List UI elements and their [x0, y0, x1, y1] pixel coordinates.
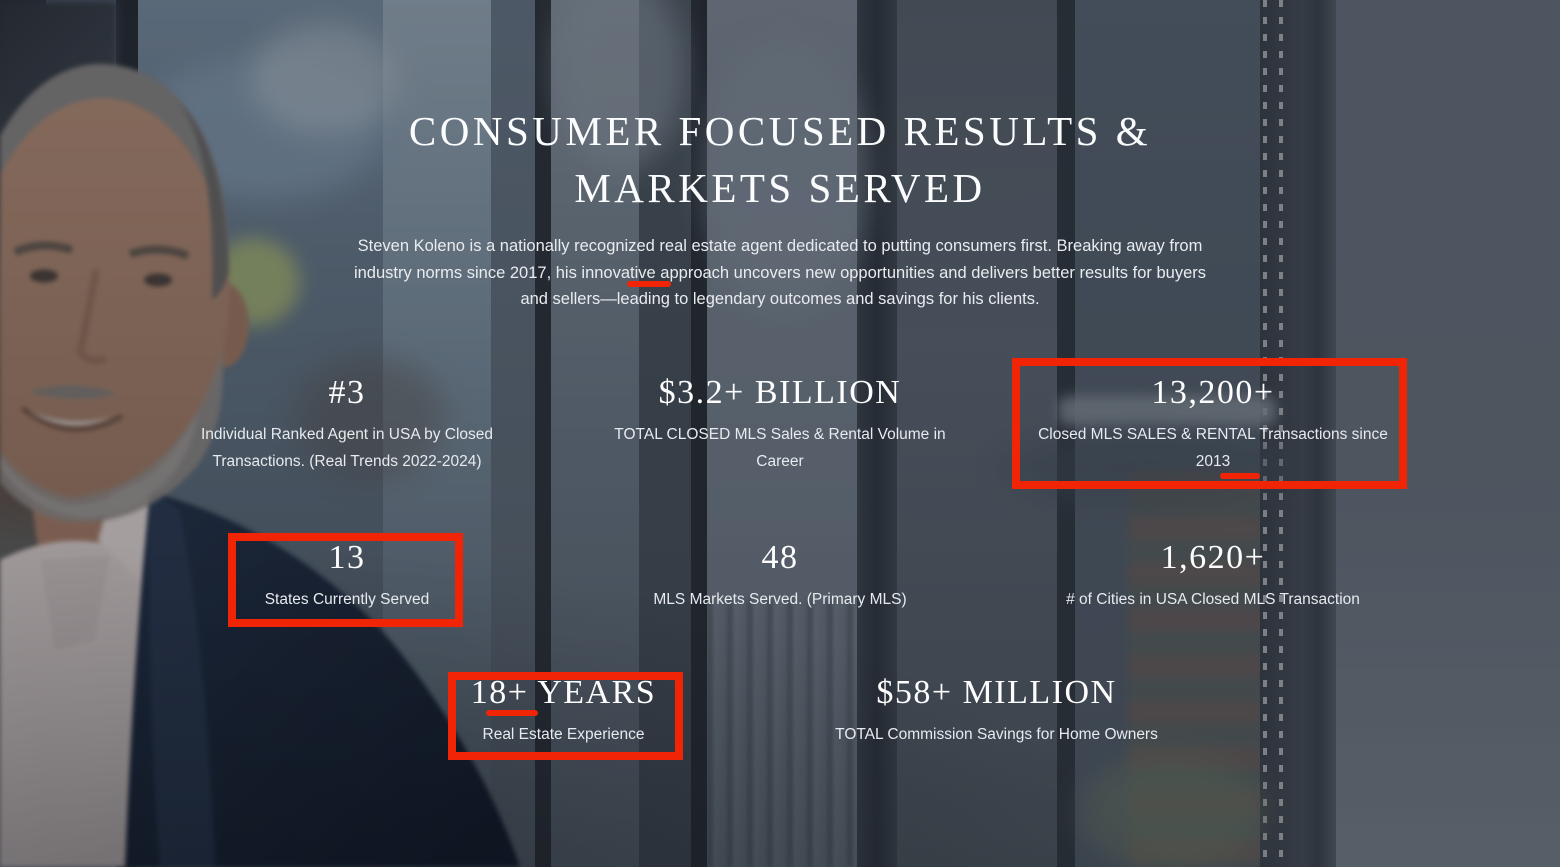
stat-label: Individual Ranked Agent in USA by Closed…	[200, 426, 494, 470]
stat-value: 18+ YEARS	[470, 674, 657, 711]
stat-label: States Currently Served	[264, 591, 430, 608]
stat-value: 13	[328, 539, 366, 576]
stat-value: 48	[761, 539, 799, 576]
stat-value: $58+ MILLION	[876, 674, 1117, 711]
page-title-line1: CONSUMER FOCUSED RESULTS &	[408, 108, 1152, 154]
annotation-underline-2017	[627, 281, 671, 287]
stat-value: #3	[328, 374, 366, 411]
stat-item-volume: $3.2+ BILLION TOTAL CLOSED MLS Sales & R…	[564, 370, 997, 500]
stat-label: TOTAL Commission Savings for Home Owners	[835, 726, 1158, 743]
stat-label: # of Cities in USA Closed MLS Transactio…	[1066, 591, 1360, 608]
stats-grid: #3 Individual Ranked Agent in USA by Clo…	[130, 370, 1430, 790]
annotation-box-transactions	[1012, 358, 1407, 489]
stat-value: 1,620+	[1160, 539, 1266, 576]
stat-value: 13,200+	[1151, 374, 1275, 411]
annotation-underline-2013	[1220, 473, 1260, 479]
intro-paragraph: Steven Koleno is a nationally recognized…	[353, 237, 1207, 308]
stat-item-rank: #3 Individual Ranked Agent in USA by Clo…	[131, 370, 564, 500]
agent-portrait	[0, 63, 520, 867]
stat-item-mls-markets: 48 MLS Markets Served. (Primary MLS)	[564, 535, 997, 635]
stat-item-experience: 18+ YEARS Real Estate Experience	[347, 670, 780, 790]
stat-label: Closed MLS SALES & RENTAL Transactions s…	[1038, 426, 1388, 470]
stat-label: Real Estate Experience	[482, 726, 645, 743]
annotation-box-experience	[448, 672, 683, 760]
stat-item-transactions: 13,200+ Closed MLS SALES & RENTAL Transa…	[997, 370, 1430, 500]
stat-item-cities: 1,620+ # of Cities in USA Closed MLS Tra…	[997, 535, 1430, 635]
stat-label: TOTAL CLOSED MLS Sales & Rental Volume i…	[614, 426, 946, 470]
page-title-line2: MARKETS SERVED	[574, 165, 986, 211]
stat-item-states: 13 States Currently Served	[131, 535, 564, 635]
stat-value: $3.2+ BILLION	[658, 374, 902, 411]
page-title: CONSUMER FOCUSED RESULTS & MARKETS SERVE…	[0, 103, 1560, 217]
stat-item-savings: $58+ MILLION TOTAL Commission Savings fo…	[780, 670, 1213, 790]
stat-label: MLS Markets Served. (Primary MLS)	[653, 591, 907, 608]
annotation-underline-18plus	[486, 710, 538, 716]
annotation-box-states	[228, 533, 463, 627]
